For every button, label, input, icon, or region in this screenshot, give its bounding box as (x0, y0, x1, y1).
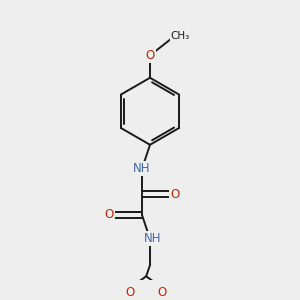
Text: O: O (157, 286, 167, 299)
Text: NH: NH (133, 162, 151, 175)
Text: CH₃: CH₃ (171, 31, 190, 41)
Text: O: O (146, 49, 154, 62)
Text: O: O (126, 286, 135, 299)
Text: O: O (104, 208, 114, 221)
Text: NH: NH (144, 232, 161, 245)
Text: O: O (170, 188, 179, 201)
